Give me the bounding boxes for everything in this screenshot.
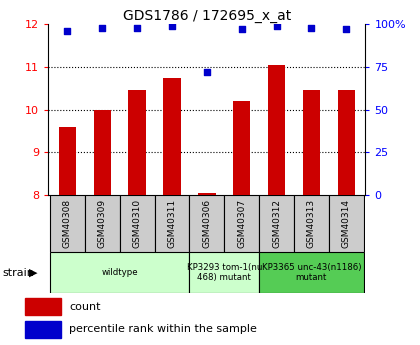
Point — [64, 28, 71, 34]
Bar — [224, 195, 259, 252]
Point — [134, 25, 141, 30]
Point — [308, 25, 315, 30]
Bar — [189, 195, 224, 252]
Bar — [59, 127, 76, 195]
Bar — [50, 195, 85, 252]
Text: KP3293 tom-1(nu
468) mutant: KP3293 tom-1(nu 468) mutant — [186, 263, 262, 282]
Point — [238, 27, 245, 32]
Point — [273, 23, 280, 29]
Bar — [24, 321, 61, 337]
Point — [99, 25, 106, 30]
Text: GSM40308: GSM40308 — [63, 199, 72, 248]
Text: strain: strain — [2, 268, 34, 277]
Text: GSM40306: GSM40306 — [202, 199, 211, 248]
Point — [343, 27, 349, 32]
Text: GSM40312: GSM40312 — [272, 199, 281, 248]
Bar — [268, 65, 285, 195]
Text: GSM40314: GSM40314 — [342, 199, 351, 248]
Bar — [294, 195, 329, 252]
Bar — [303, 90, 320, 195]
Bar — [189, 252, 259, 293]
Title: GDS1786 / 172695_x_at: GDS1786 / 172695_x_at — [123, 9, 291, 23]
Bar — [155, 195, 189, 252]
Text: GSM40310: GSM40310 — [133, 199, 142, 248]
Text: GSM40309: GSM40309 — [98, 199, 107, 248]
Bar — [259, 195, 294, 252]
Point — [203, 69, 210, 75]
Text: GSM40307: GSM40307 — [237, 199, 246, 248]
Bar — [129, 90, 146, 195]
Text: GSM40311: GSM40311 — [168, 199, 176, 248]
Bar — [233, 101, 250, 195]
Bar — [120, 195, 155, 252]
Bar — [198, 193, 215, 195]
Point — [169, 23, 176, 29]
Bar — [338, 90, 355, 195]
Text: percentile rank within the sample: percentile rank within the sample — [69, 324, 257, 334]
Bar — [94, 109, 111, 195]
Bar — [163, 78, 181, 195]
Bar — [85, 195, 120, 252]
Text: wildtype: wildtype — [101, 268, 138, 277]
Bar — [259, 252, 364, 293]
Text: KP3365 unc-43(n1186)
mutant: KP3365 unc-43(n1186) mutant — [262, 263, 361, 282]
Text: GSM40313: GSM40313 — [307, 199, 316, 248]
Bar — [50, 252, 189, 293]
Bar — [329, 195, 364, 252]
Bar — [24, 298, 61, 315]
Text: count: count — [69, 302, 100, 312]
Text: ▶: ▶ — [29, 268, 37, 277]
